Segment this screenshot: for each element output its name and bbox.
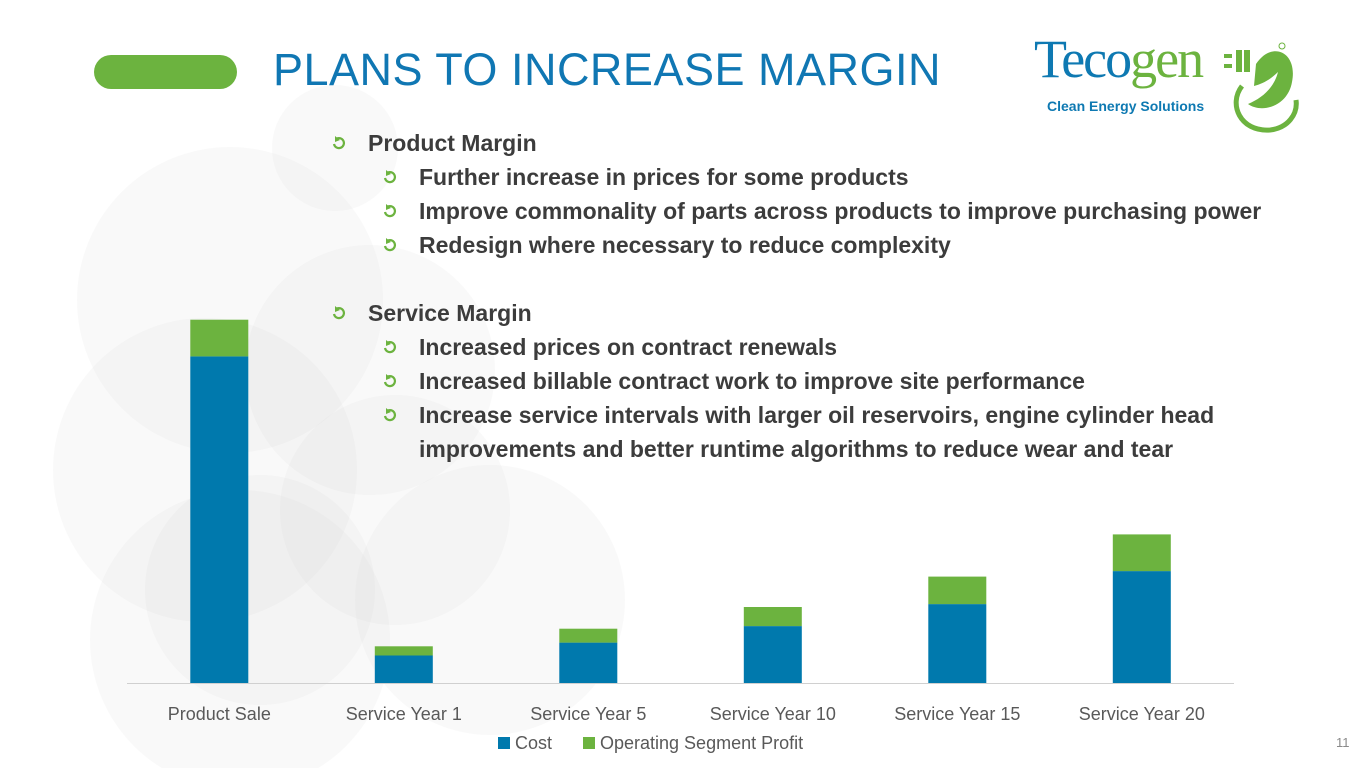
recycle-arrow-icon xyxy=(383,340,396,354)
logo-wordmark: Tecogen xyxy=(1034,28,1204,90)
recycle-arrow-icon xyxy=(383,408,396,422)
bullet-item: Increase service intervals with larger o… xyxy=(330,398,1290,466)
bullet-item: Improve commonality of parts across prod… xyxy=(330,194,1290,228)
bullet-item: Further increase in prices for some prod… xyxy=(330,160,1290,194)
bar-cost-product-sale xyxy=(190,356,249,683)
recycle-arrow-icon xyxy=(383,374,396,388)
title-accent-pill xyxy=(94,55,237,89)
bubble xyxy=(272,85,398,211)
bar-cost-service-year-10 xyxy=(743,626,802,683)
bullet-text: Product Margin xyxy=(368,130,537,156)
bar-cost-service-year-5 xyxy=(559,642,618,683)
page-number: 11 xyxy=(1336,735,1350,750)
legend-swatch-cost xyxy=(498,737,510,749)
bar-profit-service-year-15 xyxy=(928,576,987,605)
page-title: PLANS TO INCREASE MARGIN xyxy=(273,44,941,95)
bullet-list: Product Margin Further increase in price… xyxy=(330,126,1290,466)
legend-label-cost: Cost xyxy=(515,733,552,753)
bar-profit-product-sale xyxy=(190,319,249,357)
logo-word-part2: gen xyxy=(1130,29,1204,89)
x-tick-label: Service Year 20 xyxy=(1079,704,1205,724)
plug-leaf-icon xyxy=(1224,42,1299,133)
bar-cost-service-year-20 xyxy=(1112,571,1171,683)
bullet-item: Increased billable contract work to impr… xyxy=(330,364,1290,398)
x-tick-label: Service Year 10 xyxy=(710,704,836,724)
bar-profit-service-year-10 xyxy=(743,607,802,627)
bullet-text: Redesign where necessary to reduce compl… xyxy=(419,232,951,258)
bar-cost-service-year-1 xyxy=(374,655,433,683)
bubble xyxy=(245,245,495,495)
logo-word-part1: Teco xyxy=(1034,29,1132,89)
recycle-arrow-icon xyxy=(332,306,345,320)
x-tick-label: Product Sale xyxy=(168,704,271,724)
recycle-arrow-icon xyxy=(383,204,396,218)
legend-swatch-profit xyxy=(583,737,595,749)
bullet-text: Improve commonality of parts across prod… xyxy=(419,198,1262,224)
bar-profit-service-year-5 xyxy=(559,628,618,643)
bubble xyxy=(280,395,510,625)
bullet-item: Increased prices on contract renewals xyxy=(330,330,1290,364)
bullet-text: Increase service intervals with larger o… xyxy=(419,402,1215,462)
tecogen-logo: Tecogen Clean Energy Solutions xyxy=(1030,28,1330,138)
recycle-arrow-icon xyxy=(332,136,345,150)
logo-tagline: Clean Energy Solutions xyxy=(1047,98,1205,114)
bullet-text: Further increase in prices for some prod… xyxy=(419,164,909,190)
recycle-arrow-icon xyxy=(383,170,396,184)
bar-profit-service-year-1 xyxy=(374,646,433,656)
bullet-service-margin: Service Margin xyxy=(330,296,1290,330)
bullet-text: Service Margin xyxy=(368,300,532,326)
bullet-product-margin: Product Margin xyxy=(330,126,1290,160)
x-tick-label: Service Year 1 xyxy=(346,704,462,724)
recycle-arrow-icon xyxy=(383,238,396,252)
bar-profit-service-year-20 xyxy=(1112,534,1171,572)
legend-label-profit: Operating Segment Profit xyxy=(600,733,803,753)
bullet-text: Increased billable contract work to impr… xyxy=(419,368,1085,394)
x-tick-label: Service Year 5 xyxy=(530,704,646,724)
bubble xyxy=(77,147,383,453)
bar-cost-service-year-15 xyxy=(928,604,987,683)
bullet-item: Redesign where necessary to reduce compl… xyxy=(330,228,1290,262)
x-tick-label: Service Year 15 xyxy=(894,704,1020,724)
bullet-text: Increased prices on contract renewals xyxy=(419,334,838,360)
